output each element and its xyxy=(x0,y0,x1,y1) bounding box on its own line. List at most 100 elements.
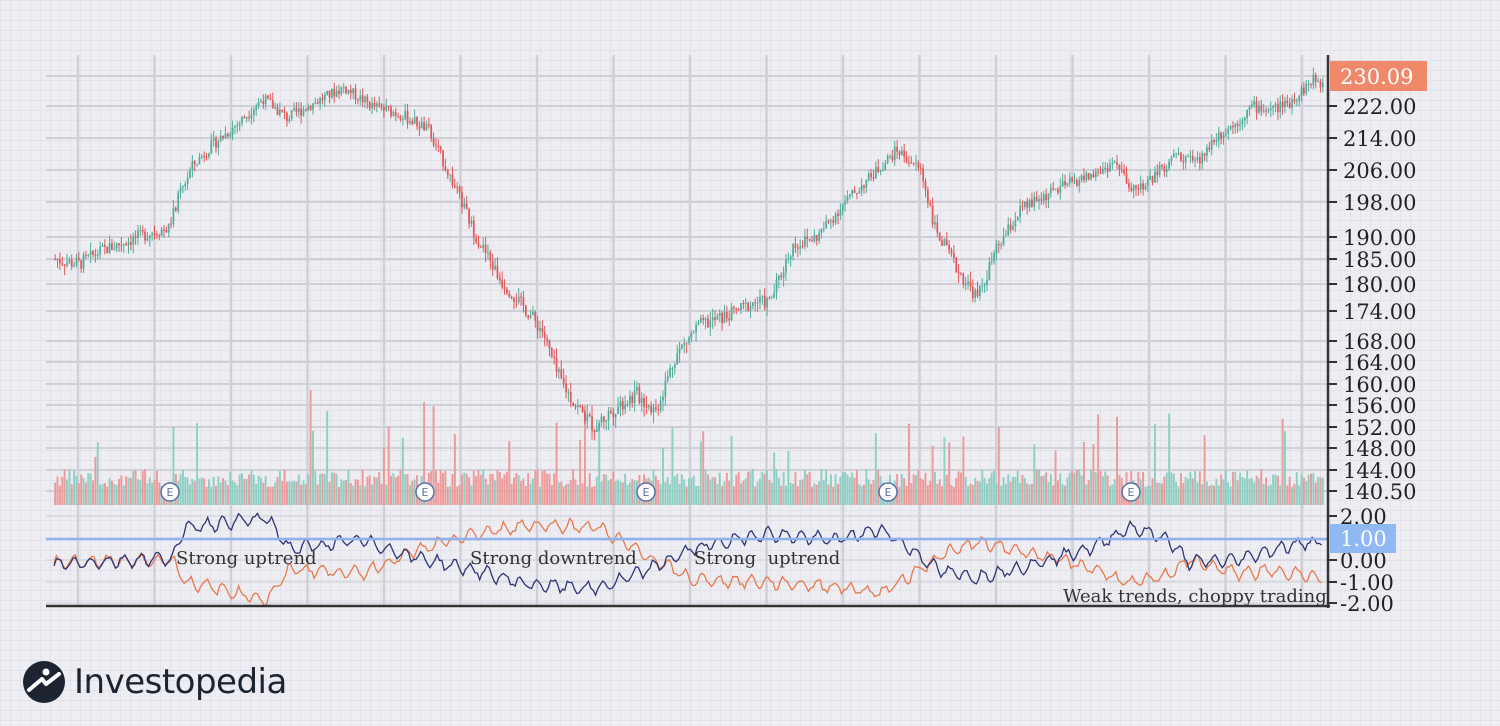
volume-bar xyxy=(898,486,901,505)
candle-body xyxy=(1241,120,1244,125)
volume-bar xyxy=(657,480,660,505)
volume-bar xyxy=(834,474,837,505)
volume-bar xyxy=(108,478,111,505)
volume-bar xyxy=(238,474,241,505)
candle-body xyxy=(822,228,825,230)
candle-body xyxy=(858,191,861,194)
volume-bar xyxy=(1028,484,1031,505)
candle-body xyxy=(808,239,811,241)
candle-body xyxy=(361,95,364,103)
volume-bar xyxy=(293,480,296,505)
volume-bar xyxy=(1243,478,1246,505)
candle-body xyxy=(326,90,329,95)
candle-body xyxy=(165,229,168,233)
candle-body xyxy=(1128,183,1130,188)
volume-bar xyxy=(510,483,513,505)
volume-bar xyxy=(1071,470,1074,505)
candle-body xyxy=(103,244,106,247)
volume-bar xyxy=(1153,424,1156,505)
price-tick-label: 214.00 xyxy=(1343,127,1416,151)
volume-bar xyxy=(1260,469,1263,505)
candle-body xyxy=(640,398,643,403)
volume-bar xyxy=(300,484,303,505)
candle-body xyxy=(652,407,655,413)
candle-body xyxy=(728,318,731,321)
volume-bar xyxy=(1210,484,1213,505)
volume-bar xyxy=(903,478,906,505)
candle-body xyxy=(413,117,416,124)
volume-bar xyxy=(250,470,253,505)
volume-bar xyxy=(697,485,700,505)
current-price-label: 230.09 xyxy=(1340,65,1413,89)
volume-bar xyxy=(385,484,388,505)
volume-bar xyxy=(1279,485,1282,505)
candle-body xyxy=(1042,194,1045,201)
price-tick-label: 198.00 xyxy=(1343,191,1416,215)
volume-bar xyxy=(702,431,705,505)
volume-bar xyxy=(148,477,151,505)
volume-bar xyxy=(451,474,454,505)
candle-body xyxy=(1217,132,1220,141)
volume-bar xyxy=(1196,482,1199,505)
candle-body xyxy=(1057,189,1059,193)
volume-bar xyxy=(1236,480,1239,505)
volume-bar xyxy=(1269,484,1272,505)
volume-bar xyxy=(1208,486,1211,505)
volume-bar xyxy=(659,484,662,505)
candle-body xyxy=(607,410,610,420)
candle-body xyxy=(733,306,735,309)
volume-bar xyxy=(848,477,851,505)
candle-body xyxy=(789,256,792,259)
candle-body xyxy=(56,259,59,261)
candle-body xyxy=(295,108,298,112)
candle-body xyxy=(189,170,191,178)
volume-bar xyxy=(1108,486,1111,505)
candle-body xyxy=(572,402,574,406)
candle-body xyxy=(1033,196,1036,207)
candle-body xyxy=(94,254,97,256)
candle-body xyxy=(626,404,629,406)
candle-body xyxy=(122,244,125,246)
candle-body xyxy=(260,101,262,103)
candle-body xyxy=(761,296,764,298)
volume-bar xyxy=(203,478,206,505)
volume-bar xyxy=(259,477,262,505)
candle-body xyxy=(1232,126,1234,128)
volume-bar xyxy=(567,483,570,505)
volume-bar xyxy=(974,477,977,505)
volume-bar xyxy=(146,483,149,505)
volume-bar xyxy=(1286,485,1289,505)
volume-bar xyxy=(1257,478,1260,505)
volume-bar xyxy=(612,471,615,505)
volume-bar xyxy=(536,469,539,505)
candle-body xyxy=(709,320,712,328)
volume-bar xyxy=(132,471,135,505)
volume-bar xyxy=(494,480,497,505)
candle-body xyxy=(673,364,676,368)
candle-body xyxy=(1054,188,1057,190)
candle-body xyxy=(586,414,589,422)
volume-bar xyxy=(784,485,787,505)
volume-bar xyxy=(744,478,747,505)
candle-body xyxy=(312,103,314,110)
candle-body xyxy=(309,106,312,110)
volume-bar xyxy=(1090,469,1093,505)
volume-bar xyxy=(761,471,764,505)
volume-bar xyxy=(716,484,719,505)
volume-bar xyxy=(129,478,132,505)
volume-bar xyxy=(1146,485,1149,505)
volume-bar xyxy=(1217,485,1220,505)
candle-body xyxy=(1293,99,1296,102)
candle-body xyxy=(1154,171,1156,183)
volume-bar xyxy=(1085,484,1088,505)
candle-body xyxy=(472,220,475,238)
volume-bar xyxy=(245,479,248,505)
candle-body xyxy=(1009,224,1012,230)
candle-body xyxy=(1248,106,1251,110)
volume-bar xyxy=(583,405,586,505)
candle-body xyxy=(995,243,998,254)
volume-bar xyxy=(619,481,622,505)
volume-bar xyxy=(446,486,449,505)
candle-body xyxy=(725,311,728,319)
candle-body xyxy=(449,174,452,176)
